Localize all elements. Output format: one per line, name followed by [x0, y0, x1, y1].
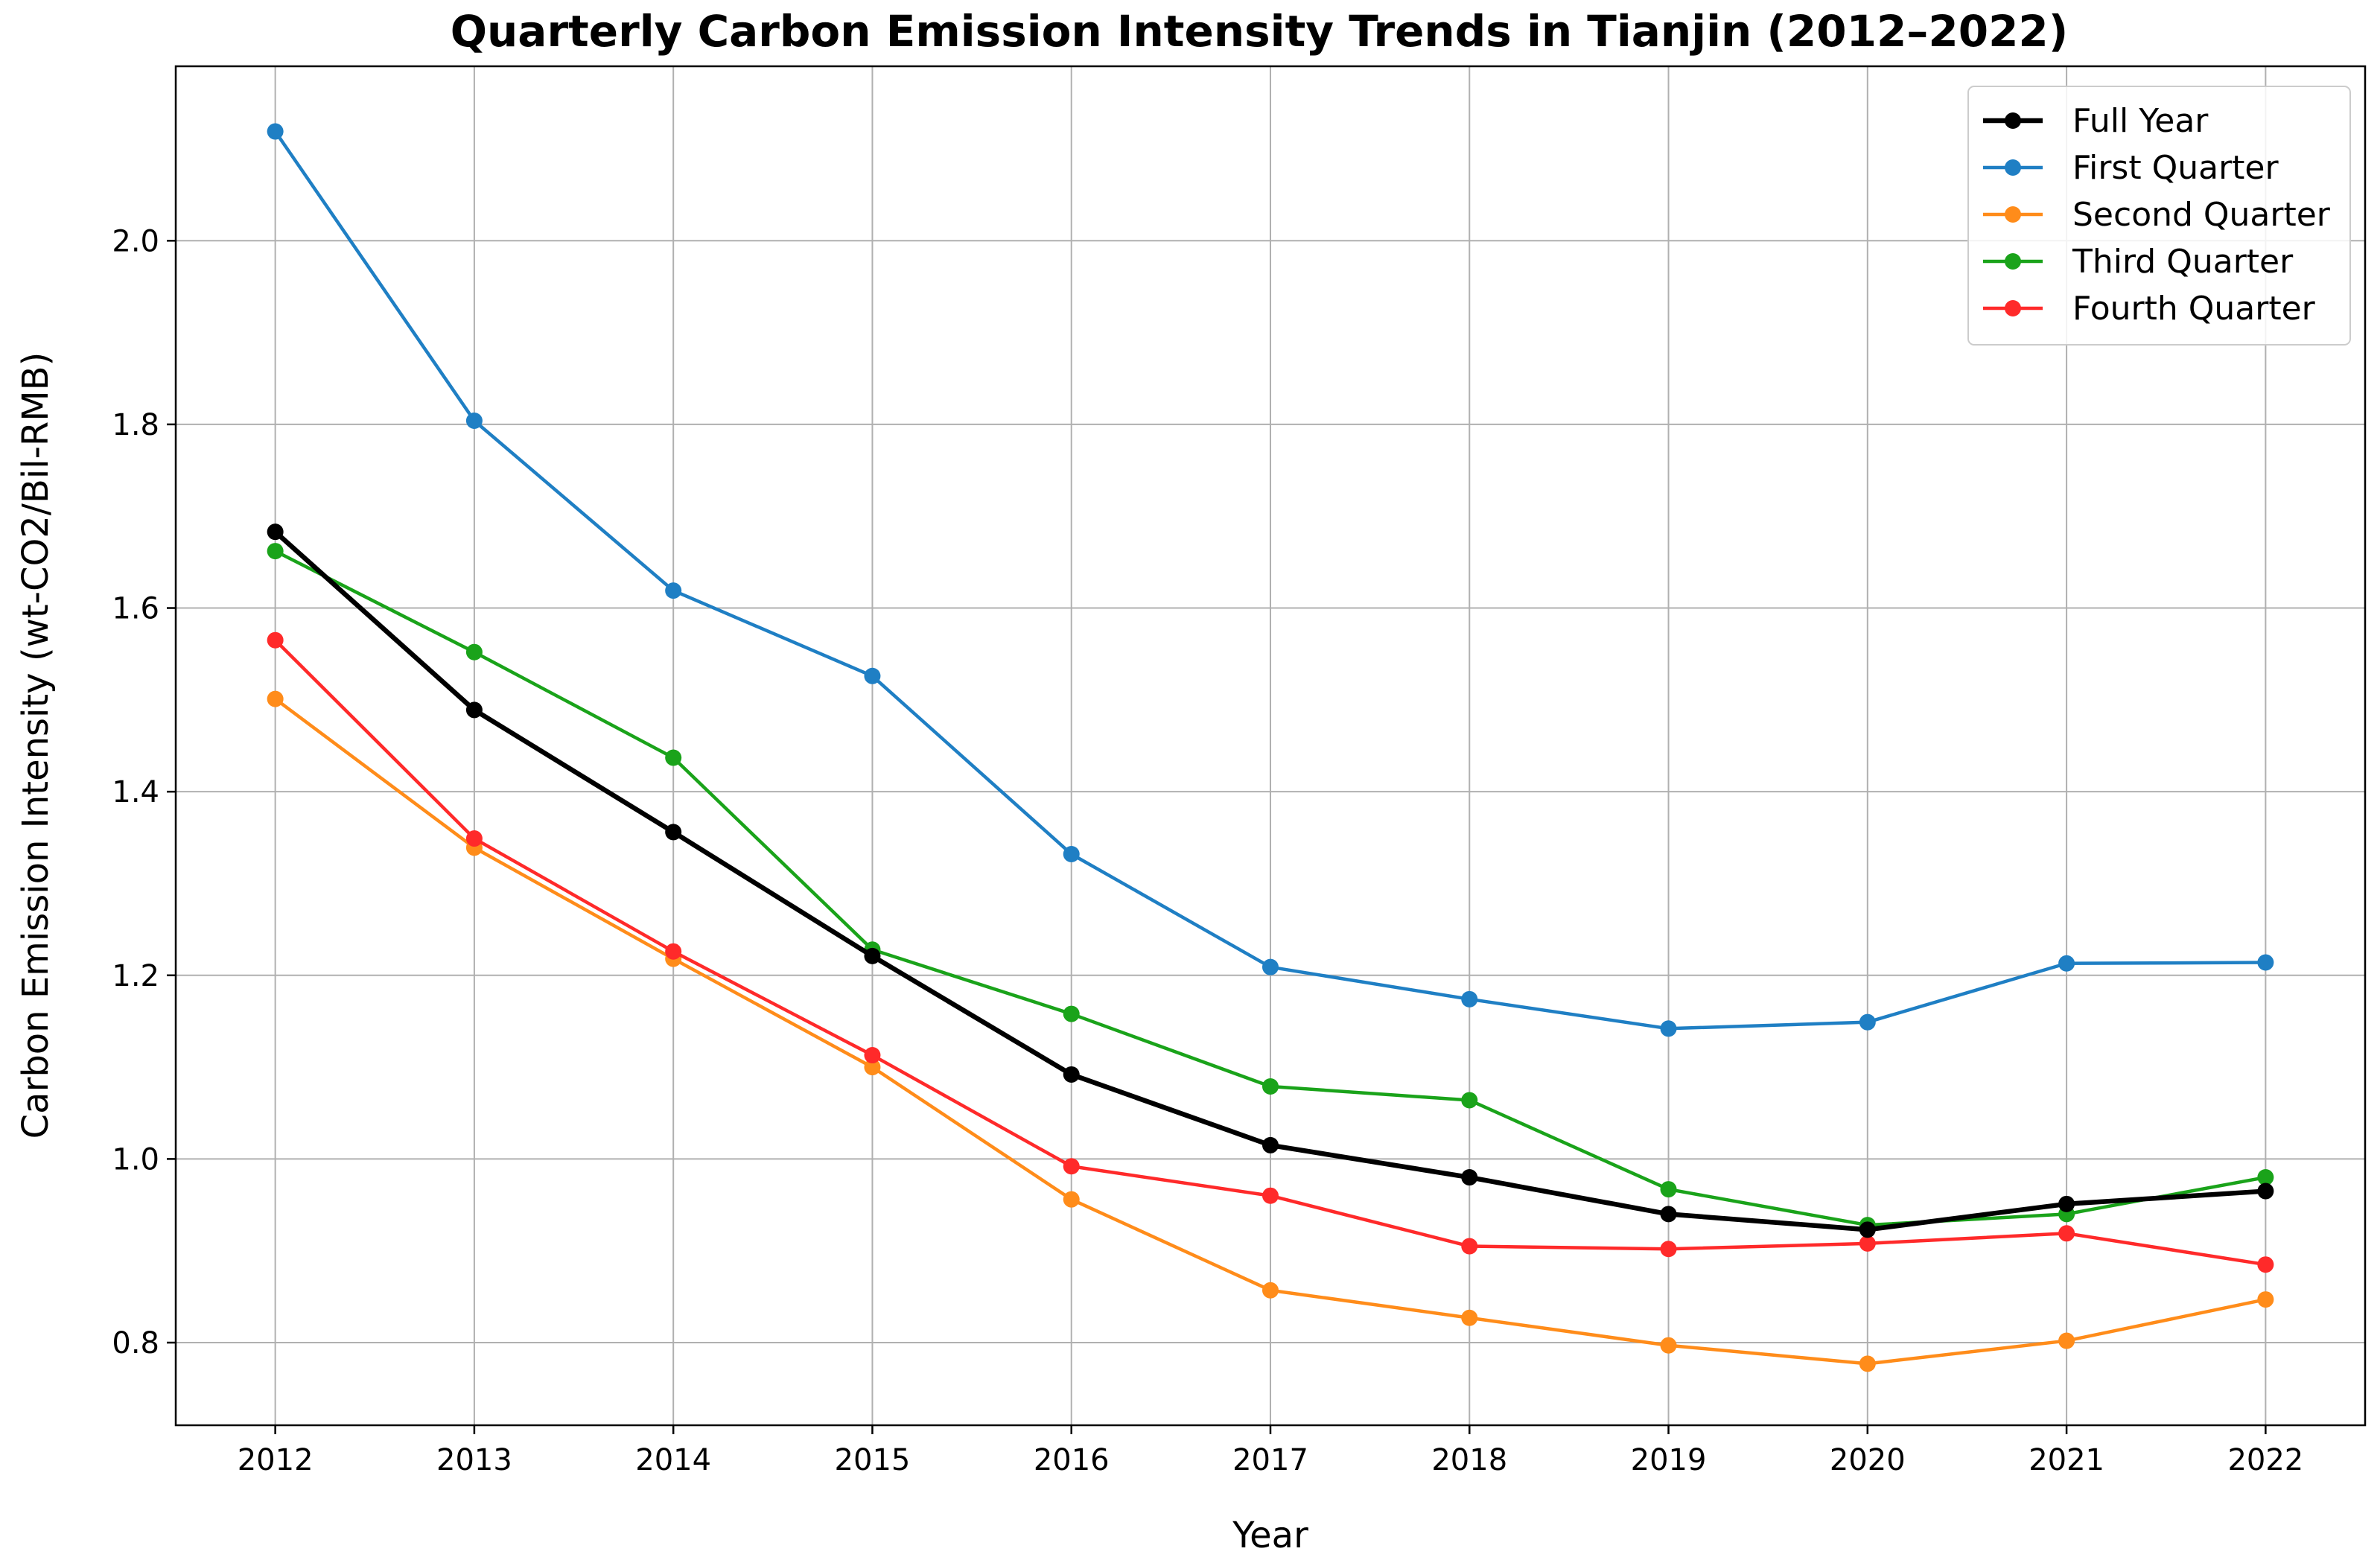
- data-point-full-year: [465, 701, 483, 719]
- y-tick-label: 1.2: [112, 959, 159, 993]
- data-point-third-quarter: [267, 543, 284, 560]
- data-point-fourth-quarter: [1859, 1235, 1876, 1252]
- data-point-first-quarter: [267, 123, 284, 140]
- legend-item-full-year: Full Year: [1983, 102, 2209, 140]
- legend-swatch-marker: [2005, 253, 2021, 270]
- data-point-first-quarter: [1660, 1020, 1677, 1037]
- series-second-quarter: [267, 690, 2274, 1372]
- x-tick-label: 2017: [1232, 1443, 1308, 1477]
- data-point-full-year: [267, 523, 284, 541]
- y-axis-title: Carbon Emission Intensity (wt-CO2/Bil-RM…: [15, 352, 57, 1139]
- legend-item-second-quarter: Second Quarter: [1983, 196, 2331, 234]
- data-point-second-quarter: [1461, 1309, 1478, 1326]
- data-point-second-quarter: [2058, 1332, 2075, 1349]
- data-point-second-quarter: [864, 1059, 881, 1076]
- legend-item-first-quarter: First Quarter: [1983, 149, 2279, 187]
- data-point-full-year: [2058, 1195, 2075, 1212]
- data-point-second-quarter: [1859, 1355, 1876, 1372]
- x-axis: 2012 2013 2014 2015 2016 2017 2018 2019 2020 2021…: [238, 1425, 2303, 1477]
- data-point-first-quarter: [2058, 955, 2075, 972]
- data-point-fourth-quarter: [2257, 1256, 2274, 1273]
- data-point-third-quarter: [1660, 1181, 1677, 1198]
- data-point-fourth-quarter: [1262, 1187, 1279, 1204]
- data-point-first-quarter: [1262, 958, 1279, 975]
- data-point-full-year: [1063, 1066, 1080, 1083]
- data-point-third-quarter: [1262, 1078, 1279, 1095]
- data-point-fourth-quarter: [864, 1047, 881, 1064]
- data-point-third-quarter: [2257, 1169, 2274, 1186]
- series-group: [267, 123, 2274, 1372]
- data-point-third-quarter: [1063, 1005, 1080, 1022]
- legend-item-fourth-quarter: Fourth Quarter: [1983, 290, 2316, 328]
- data-point-second-quarter: [267, 690, 284, 707]
- data-point-fourth-quarter: [465, 830, 483, 847]
- x-tick-label: 2020: [1830, 1443, 1906, 1477]
- legend-swatch-marker: [2005, 112, 2021, 129]
- y-tick-label: 1.6: [112, 592, 159, 626]
- data-point-second-quarter: [1262, 1282, 1279, 1299]
- x-tick-label: 2016: [1034, 1443, 1110, 1477]
- data-point-first-quarter: [1063, 846, 1080, 863]
- y-tick-label: 1.8: [112, 408, 159, 442]
- legend: Full Year First Quarter Second Quarter Thir…: [1967, 86, 2351, 346]
- legend-label: First Quarter: [2072, 149, 2279, 187]
- x-tick-label: 2014: [635, 1443, 711, 1477]
- data-point-fourth-quarter: [2058, 1225, 2075, 1242]
- series-first-quarter: [267, 123, 2274, 1037]
- data-point-fourth-quarter: [665, 943, 682, 960]
- y-tick-label: 0.8: [112, 1326, 159, 1360]
- data-point-second-quarter: [2257, 1291, 2274, 1308]
- x-tick-label: 2019: [1631, 1443, 1707, 1477]
- y-tick-label: 1.4: [112, 775, 159, 809]
- data-point-full-year: [1461, 1169, 1478, 1186]
- data-point-third-quarter: [1461, 1092, 1478, 1109]
- x-tick-label: 2013: [436, 1443, 512, 1477]
- x-tick-label: 2022: [2227, 1443, 2303, 1477]
- data-point-fourth-quarter: [1660, 1241, 1677, 1258]
- data-point-first-quarter: [864, 667, 881, 684]
- series-full-year: [267, 523, 2274, 1238]
- y-axis: 0.8 1.0 1.2 1.4 1.6 1.8 2.0: [112, 224, 176, 1360]
- data-point-first-quarter: [2257, 954, 2274, 971]
- x-tick-label: 2012: [238, 1443, 314, 1477]
- data-point-first-quarter: [465, 412, 483, 429]
- data-point-full-year: [864, 947, 881, 964]
- y-tick-label: 1.0: [112, 1142, 159, 1177]
- data-point-second-quarter: [1660, 1337, 1677, 1354]
- legend-swatch-marker: [2005, 159, 2021, 176]
- data-point-full-year: [1262, 1136, 1279, 1153]
- legend-swatch-marker: [2005, 206, 2021, 223]
- data-point-first-quarter: [1461, 990, 1478, 1008]
- legend-item-third-quarter: Third Quarter: [1983, 243, 2294, 281]
- data-point-third-quarter: [665, 749, 682, 766]
- legend-label: Fourth Quarter: [2072, 290, 2316, 328]
- data-point-second-quarter: [1063, 1191, 1080, 1208]
- data-point-fourth-quarter: [1461, 1238, 1478, 1255]
- data-point-full-year: [2257, 1183, 2274, 1200]
- x-tick-label: 2015: [835, 1443, 911, 1477]
- data-point-fourth-quarter: [267, 631, 284, 649]
- x-axis-title: Year: [1232, 1515, 1308, 1556]
- data-point-third-quarter: [465, 643, 483, 661]
- legend-swatch-marker: [2005, 300, 2021, 316]
- data-point-full-year: [1660, 1206, 1677, 1223]
- data-point-first-quarter: [1859, 1013, 1876, 1031]
- chart-title: Quarterly Carbon Emission Intensity Tren…: [451, 6, 2069, 57]
- series-fourth-quarter: [267, 631, 2274, 1273]
- data-point-full-year: [665, 824, 682, 841]
- x-tick-label: 2018: [1431, 1443, 1507, 1477]
- legend-label: Third Quarter: [2072, 243, 2294, 281]
- legend-box: [1967, 86, 2351, 346]
- legend-label: Full Year: [2072, 102, 2209, 140]
- legend-label: Second Quarter: [2072, 196, 2331, 234]
- data-point-first-quarter: [665, 582, 682, 599]
- data-point-fourth-quarter: [1063, 1158, 1080, 1175]
- y-tick-label: 2.0: [112, 224, 159, 258]
- x-tick-label: 2021: [2029, 1443, 2104, 1477]
- data-point-full-year: [1859, 1221, 1876, 1238]
